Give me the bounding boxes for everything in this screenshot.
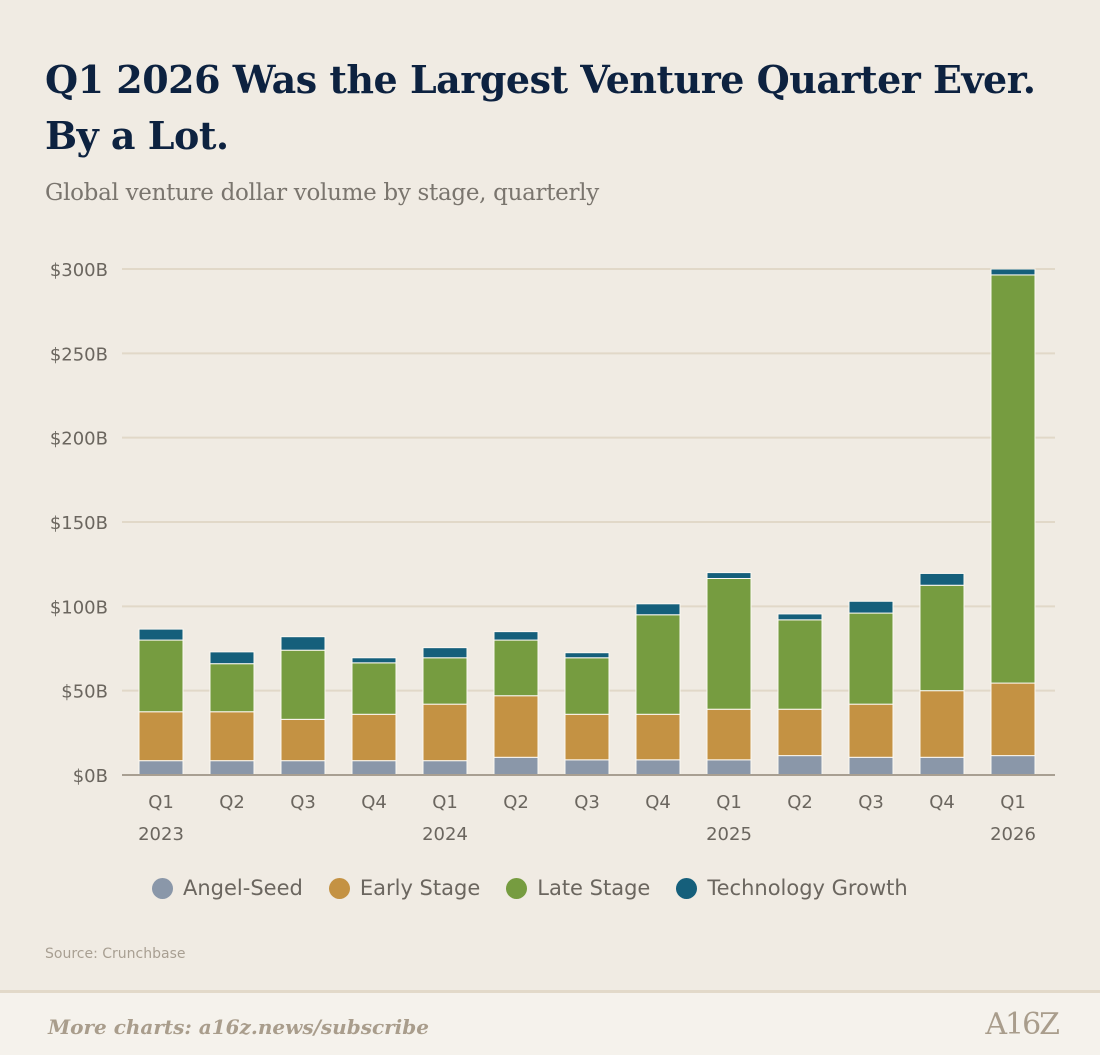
legend-swatch	[328, 877, 350, 899]
legend-swatch	[676, 877, 698, 899]
bar-segment-angel-seed	[706, 759, 752, 776]
bar-segment-technology-growth	[138, 628, 184, 641]
x-tick-label: Q2	[219, 792, 245, 813]
legend-label: Technology Growth	[707, 876, 908, 900]
year-label: 2024	[422, 824, 468, 845]
bar-segment-angel-seed	[138, 760, 184, 776]
legend: Angel-Seed Early Stage Late Stage Technolog…	[152, 876, 908, 900]
bar-segment-early-stage	[990, 682, 1036, 757]
year-label: 2025	[706, 824, 752, 845]
bar-segment-angel-seed	[351, 760, 397, 776]
bar-segment-technology-growth	[351, 657, 397, 664]
bar-segment-late-stage	[564, 657, 610, 715]
source-note: Source: Crunchbase	[45, 946, 186, 962]
x-tick-label: Q3	[858, 792, 884, 813]
x-tick-label: Q2	[787, 792, 813, 813]
bar-segment-technology-growth	[706, 572, 752, 580]
bar-segment-technology-growth	[280, 636, 326, 651]
bar-segment-early-stage	[138, 711, 184, 762]
legend-item: Angel-Seed	[152, 876, 303, 900]
bar-segment-technology-growth	[848, 600, 894, 614]
x-tick-label: Q1	[716, 792, 742, 813]
bar-segment-angel-seed	[848, 756, 894, 776]
legend-item: Late Stage	[506, 876, 650, 900]
y-tick-label: $200B	[50, 429, 108, 450]
legend-swatch	[152, 877, 173, 899]
bar-segment-late-stage	[777, 619, 823, 710]
bar-segment-late-stage	[635, 614, 681, 715]
bar-segment-early-stage	[564, 713, 610, 761]
year-label: 2026	[990, 824, 1036, 845]
legend-label: Late Stage	[537, 876, 651, 900]
y-tick-label: $300B	[50, 260, 108, 281]
bar-segment-technology-growth	[635, 603, 681, 616]
x-tick-label: Q4	[929, 792, 955, 813]
bar-segment-angel-seed	[990, 755, 1036, 776]
bar-segment-early-stage	[351, 713, 397, 762]
bar-segment-early-stage	[919, 690, 965, 758]
bar-segment-technology-growth	[777, 613, 823, 621]
bar-segment-angel-seed	[777, 755, 823, 776]
bar-segment-late-stage	[138, 639, 184, 713]
x-tick-label: Q1	[432, 792, 458, 813]
x-tick-label: Q2	[503, 792, 529, 813]
bar-segment-early-stage	[493, 695, 539, 758]
bar-segment-early-stage	[635, 713, 681, 761]
bar-segment-late-stage	[919, 584, 965, 692]
x-tick-label: Q3	[290, 792, 316, 813]
y-tick-label: $50B	[61, 682, 108, 703]
y-tick-label: $150B	[50, 513, 108, 534]
year-label: 2023	[138, 824, 184, 845]
x-tick-label: Q1	[148, 792, 174, 813]
x-tick-label: Q1	[1000, 792, 1026, 813]
title-line-2: By a Lot.	[45, 113, 229, 158]
stacked-bar-chart: $0B $50B $100B $150B $200B $250B $300B Q1 Q2 Q3 Q4…	[50, 260, 1055, 845]
legend-label: Early Stage	[359, 876, 481, 900]
y-tick-label: $100B	[50, 597, 108, 618]
bar-segment-early-stage	[209, 711, 255, 762]
bar-segment-technology-growth	[422, 647, 468, 659]
bar-segment-angel-seed	[209, 760, 255, 776]
bar-segment-early-stage	[422, 703, 468, 762]
bar-segment-late-stage	[280, 649, 326, 720]
x-tick-label: Q3	[574, 792, 600, 813]
y-tick-label: $250B	[50, 344, 108, 365]
bar-segment-late-stage	[848, 612, 894, 705]
title-line-1: Q1 2026 Was the Largest Venture Quarter …	[45, 57, 1036, 102]
bar-segment-early-stage	[848, 703, 894, 758]
chart-subtitle: Global venture dollar volume by stage, q…	[45, 180, 599, 206]
bar-segment-angel-seed	[422, 760, 468, 776]
x-tick-label: Q4	[645, 792, 671, 813]
bar-segment-early-stage	[777, 708, 823, 757]
bar-segment-late-stage	[493, 639, 539, 697]
a16z-logo: A16Z	[985, 1007, 1060, 1042]
bar-segment-technology-growth	[209, 651, 255, 665]
bar-segment-late-stage	[706, 578, 752, 710]
chart-title: Q1 2026 Was the Largest Venture Quarter …	[45, 52, 1036, 164]
bar-segment-angel-seed	[493, 756, 539, 776]
bar-segment-angel-seed	[564, 759, 610, 776]
bar-segment-technology-growth	[493, 631, 539, 641]
bar-segment-technology-growth	[564, 652, 610, 659]
bar-segment-late-stage	[209, 663, 255, 713]
y-tick-label: $0B	[73, 766, 108, 787]
bar-segment-early-stage	[706, 708, 752, 761]
bar-segment-technology-growth	[990, 268, 1036, 276]
legend-item: Early Stage	[328, 876, 481, 900]
legend-swatch	[506, 877, 528, 899]
footer: More charts: a16z.news/subscribe A16Z	[0, 990, 1100, 1055]
legend-label: Angel-Seed	[183, 876, 303, 900]
x-tick-label: Q4	[361, 792, 387, 813]
bar-segment-late-stage	[990, 274, 1036, 684]
legend-item: Technology Growth	[676, 876, 908, 900]
subscribe-link[interactable]: More charts: a16z.news/subscribe	[48, 1015, 429, 1039]
bar-segment-angel-seed	[280, 760, 326, 776]
bar-segment-angel-seed	[635, 759, 681, 776]
bar-segment-late-stage	[422, 657, 468, 705]
bar-segment-technology-growth	[919, 572, 965, 586]
bar-segment-early-stage	[280, 718, 326, 762]
bar-segment-angel-seed	[919, 756, 965, 776]
bar-segment-late-stage	[351, 662, 397, 715]
